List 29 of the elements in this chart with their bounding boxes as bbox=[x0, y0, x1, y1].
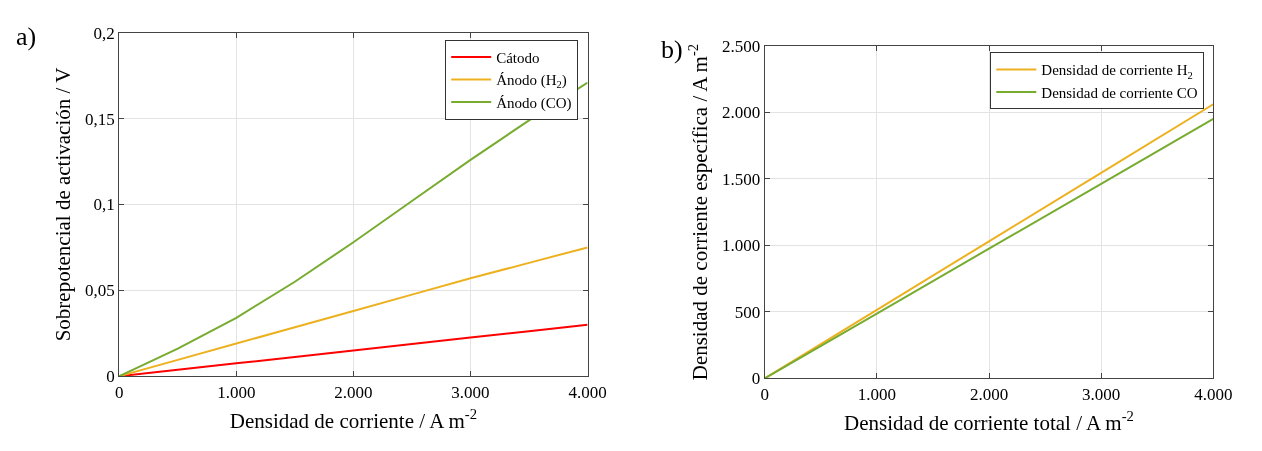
y-tick-label: 0,2 bbox=[93, 23, 115, 43]
x-tick-label: 1.000 bbox=[857, 384, 896, 404]
chart-title: a) bbox=[16, 22, 37, 51]
y-tick-label: 2.500 bbox=[722, 36, 761, 56]
legend-label: Cátodo bbox=[496, 49, 540, 66]
y-tick-label: 0,05 bbox=[85, 281, 115, 301]
y-axis-title: Sobrepotencial de activación / V bbox=[51, 67, 76, 342]
legend-label: Ánodo (H$_{2}$) bbox=[496, 72, 567, 91]
x-tick-label: 2.000 bbox=[969, 384, 1009, 404]
x-axis-title: Densidad de corriente / A m$^{-2}$ bbox=[229, 405, 478, 433]
chart-title: b) bbox=[661, 35, 683, 64]
y-tick-label: 500 bbox=[734, 302, 761, 322]
legend-label: Densidad de corriente CO bbox=[1041, 84, 1198, 101]
y-tick-label: 1.500 bbox=[722, 169, 761, 189]
y-tick-label: 0 bbox=[106, 367, 115, 387]
y-tick-label: 0 bbox=[751, 369, 761, 389]
x-axis-title: Densidad de corriente total / A m$^{-2}$ bbox=[844, 408, 1134, 435]
x-tick-label: 2.000 bbox=[334, 382, 373, 402]
x-tick-label: 1.000 bbox=[217, 382, 256, 402]
x-tick-label: 4.000 bbox=[568, 382, 607, 402]
legend-label: Densidad de corriente H$_{2}$ bbox=[1041, 62, 1193, 81]
x-tick-label: 3.000 bbox=[1082, 384, 1121, 404]
y-tick-label: 0,15 bbox=[85, 109, 115, 129]
y-tick-label: 1.000 bbox=[722, 236, 761, 256]
y-tick-label: 2.000 bbox=[722, 103, 761, 123]
legend-label: Ánodo (CO) bbox=[496, 94, 572, 112]
y-tick-label: 0,1 bbox=[93, 195, 115, 215]
x-tick-label: 4.000 bbox=[1194, 384, 1233, 404]
x-tick-label: 3.000 bbox=[451, 382, 490, 402]
